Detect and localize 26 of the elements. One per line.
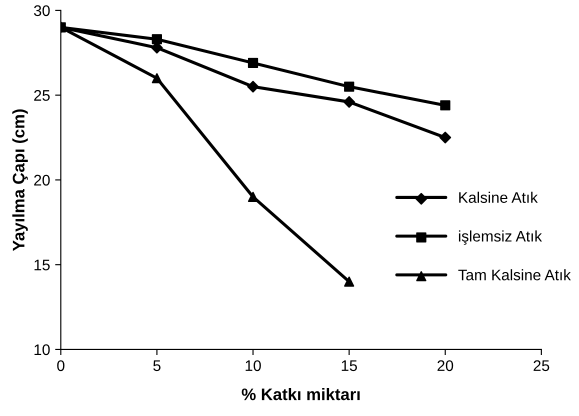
x-tick-label: 0 <box>57 360 64 372</box>
y-tick-label: 30 <box>34 5 50 16</box>
y-tick-label: 10 <box>34 344 50 356</box>
legend-label: Tam Kalsine Atık <box>458 269 571 280</box>
point <box>248 192 258 202</box>
x-tick-label: 15 <box>342 360 357 372</box>
y-tick-label: 25 <box>34 90 50 101</box>
x-tick-label: 25 <box>534 360 550 372</box>
point <box>152 73 162 84</box>
point <box>344 82 354 92</box>
point <box>152 34 162 44</box>
y-tick-label: 15 <box>34 260 50 270</box>
point <box>439 132 452 144</box>
legend-label: Kalsine Atık <box>459 192 538 203</box>
x-axis-title: % Katkı miktarı <box>242 388 360 400</box>
point <box>343 96 356 108</box>
legend-label: işlemsiz Atık <box>458 230 542 245</box>
x-tick-label: 10 <box>246 360 261 372</box>
y-tick-label: 20 <box>34 174 50 186</box>
y-axis-title: Yayılma Çapı (cm) <box>12 109 28 251</box>
x-tick-label: 20 <box>438 360 454 372</box>
x-tick-label: 5 <box>153 360 161 372</box>
point <box>248 58 258 68</box>
point <box>344 276 354 287</box>
point <box>440 100 450 110</box>
point <box>247 80 259 93</box>
